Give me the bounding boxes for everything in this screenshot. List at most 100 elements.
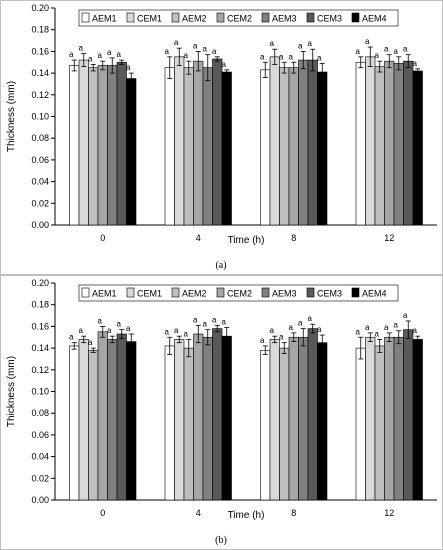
bar-aem1 bbox=[164, 345, 175, 501]
y-axis-label: Thickness (mm) bbox=[6, 356, 17, 427]
legend-swatch-aem1 bbox=[81, 12, 90, 23]
legend-label-cem3: CEM3 bbox=[317, 14, 342, 24]
bar-cem1 bbox=[174, 56, 185, 226]
bar-aem2 bbox=[88, 349, 99, 501]
significance-label: a bbox=[222, 60, 227, 69]
significance-label: a bbox=[384, 45, 389, 54]
bar-cem3 bbox=[307, 59, 318, 226]
significance-label: a bbox=[279, 52, 284, 61]
bar-aem2 bbox=[279, 347, 290, 501]
bar-cem3 bbox=[403, 329, 414, 501]
significance-label: a bbox=[413, 326, 418, 335]
bar-cem1 bbox=[269, 339, 280, 501]
bar-cem2 bbox=[97, 65, 108, 226]
significance-label: a bbox=[88, 54, 93, 63]
significance-label: a bbox=[298, 319, 303, 328]
bar-aem3 bbox=[202, 67, 213, 226]
significance-label: a bbox=[375, 329, 380, 338]
significance-label: a bbox=[193, 315, 198, 324]
significance-label: a bbox=[365, 37, 370, 46]
bar-aem4 bbox=[317, 342, 328, 501]
significance-label: a bbox=[279, 333, 284, 342]
legend-label-aem2: AEM2 bbox=[182, 289, 207, 299]
y-tick-label: 0.06 bbox=[31, 430, 49, 440]
bar-aem3 bbox=[298, 336, 309, 501]
bar-cem2 bbox=[288, 67, 299, 226]
bar-aem2 bbox=[374, 345, 385, 501]
x-axis-label: Time (h) bbox=[228, 235, 265, 246]
bar-aem1 bbox=[260, 349, 271, 501]
bar-cem2 bbox=[97, 331, 108, 501]
bar-cem3 bbox=[212, 328, 223, 501]
bar-cem1 bbox=[78, 59, 89, 226]
bar-aem3 bbox=[202, 336, 213, 501]
bar-aem3 bbox=[393, 63, 404, 226]
y-tick-label: 0.04 bbox=[31, 452, 49, 462]
bar-aem4 bbox=[126, 78, 137, 226]
x-tick-label: 0 bbox=[100, 233, 105, 243]
legend-label-cem1: CEM1 bbox=[137, 14, 162, 24]
significance-label: a bbox=[384, 323, 389, 332]
bar-cem1 bbox=[269, 56, 280, 226]
significance-label: a bbox=[375, 51, 380, 60]
x-tick-label: 4 bbox=[196, 233, 201, 243]
significance-label: a bbox=[98, 51, 103, 60]
y-tick-label: 0.08 bbox=[31, 133, 49, 143]
bar-aem4 bbox=[412, 339, 423, 501]
bar-aem4 bbox=[126, 341, 137, 501]
bar-aem4 bbox=[221, 335, 232, 501]
y-tick-label: 0.12 bbox=[31, 90, 49, 100]
bar-cem3 bbox=[307, 328, 318, 501]
legend-label-cem2: CEM2 bbox=[227, 14, 252, 24]
significance-label: a bbox=[403, 45, 408, 54]
legend-swatch-aem4 bbox=[351, 12, 360, 23]
x-tick-label: 12 bbox=[384, 233, 394, 243]
bar-aem1 bbox=[355, 61, 366, 226]
y-tick-label: 0.12 bbox=[31, 365, 49, 375]
significance-label: a bbox=[289, 52, 294, 61]
legend-swatch-cem2 bbox=[216, 12, 225, 23]
y-tick-label: 0.02 bbox=[31, 473, 49, 483]
significance-label: a bbox=[308, 39, 313, 48]
significance-label: a bbox=[174, 326, 179, 335]
bar-aem1 bbox=[69, 65, 80, 226]
significance-label: a bbox=[126, 63, 131, 72]
significance-label: a bbox=[98, 316, 103, 325]
bar-cem2 bbox=[384, 336, 395, 501]
panel-caption: (b) bbox=[215, 535, 227, 546]
bar-aem2 bbox=[374, 66, 385, 226]
legend-label-aem4: AEM4 bbox=[362, 289, 387, 299]
legend-swatch-aem2 bbox=[171, 12, 180, 23]
significance-label: a bbox=[365, 323, 370, 332]
bar-aem2 bbox=[183, 347, 194, 501]
significance-label: a bbox=[184, 51, 189, 60]
legend-label-aem4: AEM4 bbox=[362, 14, 387, 24]
bar-cem2 bbox=[384, 60, 395, 226]
significance-label: a bbox=[79, 326, 84, 335]
bar-cem1 bbox=[78, 339, 89, 501]
chart-panel-b: 0.00 0.02 0.04 0.06 0.08 0.10 0.12 0.14 0.16 0.18… bbox=[0, 275, 443, 550]
significance-label: a bbox=[394, 321, 399, 330]
legend-swatch-cem1 bbox=[126, 12, 135, 23]
y-tick-label: 0.04 bbox=[31, 177, 49, 187]
significance-label: a bbox=[69, 333, 74, 342]
legend-label-cem2: CEM2 bbox=[227, 289, 252, 299]
significance-label: a bbox=[88, 338, 93, 347]
bar-cem3 bbox=[116, 61, 127, 226]
significance-label: a bbox=[107, 326, 112, 335]
significance-label: a bbox=[260, 52, 265, 61]
legend-swatch-aem4 bbox=[351, 287, 360, 298]
significance-label: a bbox=[165, 47, 170, 56]
legend-label-cem3: CEM3 bbox=[317, 289, 342, 299]
bar-cem3 bbox=[116, 333, 127, 501]
bar-aem1 bbox=[260, 69, 271, 226]
significance-label: a bbox=[270, 39, 275, 48]
bar-cem3 bbox=[212, 58, 223, 226]
chart-panel-a: 0.00 0.02 0.04 0.06 0.08 0.10 0.12 0.14 0.16 0.18… bbox=[0, 0, 443, 275]
legend-label-aem3: AEM3 bbox=[272, 14, 297, 24]
y-axis-label: Thickness (mm) bbox=[6, 81, 17, 152]
significance-label: a bbox=[79, 44, 84, 53]
significance-label: a bbox=[403, 311, 408, 320]
y-tick-label: 0.14 bbox=[31, 68, 49, 78]
bar-cem3 bbox=[403, 60, 414, 226]
